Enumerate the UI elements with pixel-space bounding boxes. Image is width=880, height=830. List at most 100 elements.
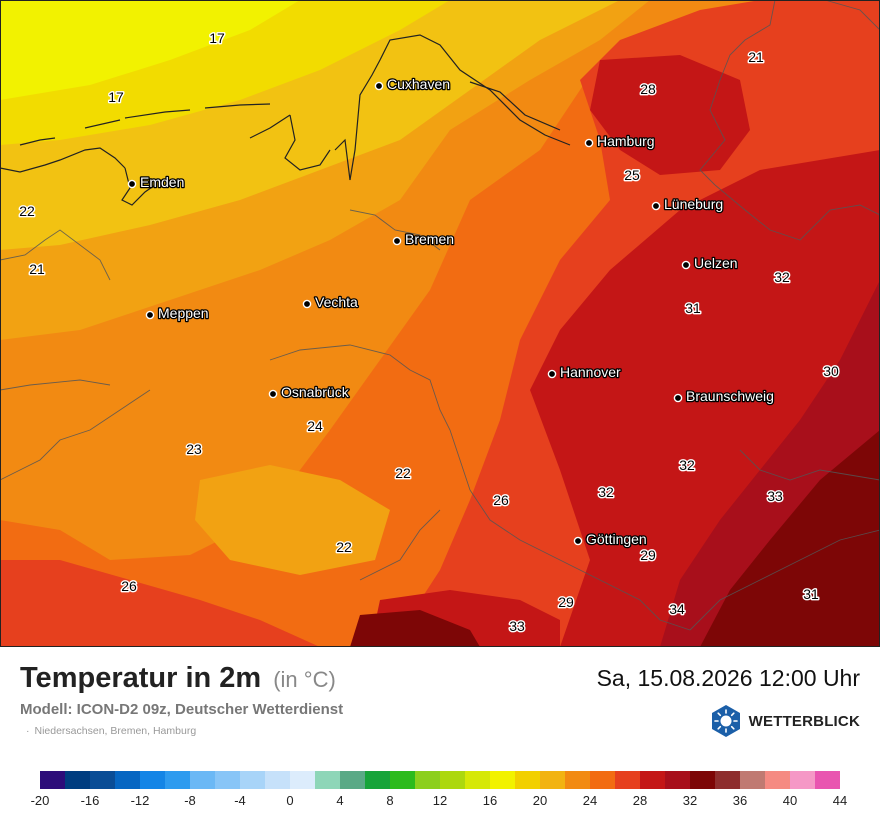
temp-label: 29: [640, 547, 656, 563]
legend-swatch: [165, 771, 190, 789]
legend-label: 32: [682, 793, 698, 808]
city-label-hannover: Hannover: [560, 364, 621, 380]
temp-label: 28: [640, 81, 656, 97]
city-meppen: Meppen: [145, 304, 210, 322]
forecast-datetime: Sa, 15.08.2026 12:00 Uhr: [596, 665, 860, 691]
legend-swatch: [615, 771, 640, 789]
legend-swatch: [40, 771, 65, 789]
temp-band-17: [0, 0, 300, 100]
legend-swatch: [240, 771, 265, 789]
legend-swatch: [90, 771, 115, 789]
temp-label: 24: [307, 418, 323, 434]
legend-label: -16: [80, 793, 100, 808]
temp-label: 33: [509, 618, 525, 634]
city-label-bremen: Bremen: [405, 231, 454, 247]
temp-band-34: [700, 430, 880, 647]
legend-swatch: [540, 771, 565, 789]
city-label-uelzen: Uelzen: [694, 255, 738, 271]
coastline: [0, 34, 571, 206]
temp-label: 22: [336, 539, 352, 555]
brand-name: WETTERBLICK: [748, 712, 860, 730]
temp-label: 34: [669, 601, 685, 617]
legend-label: 40: [782, 793, 798, 808]
legend-swatch: [415, 771, 440, 789]
city-label-cuxhaven: Cuxhaven: [387, 76, 450, 92]
temp-band-22-south: [195, 465, 390, 575]
city-uelzen: Uelzen: [681, 254, 739, 272]
temp-label: 31: [803, 586, 819, 602]
city-label-meppen: Meppen: [158, 305, 209, 321]
city-label-goettingen: Göttingen: [586, 531, 647, 547]
legend-swatch: [365, 771, 390, 789]
city-label-braunschweig: Braunschweig: [686, 388, 774, 404]
legend-swatch: [815, 771, 840, 789]
city-emden: Emden: [127, 173, 186, 191]
city-label-hamburg: Hamburg: [597, 133, 655, 149]
legend-labels: -20 -16 -12 -8 -4 0 4 8 12 16 20 24 28 32 36 40 44: [31, 793, 848, 811]
page-title: Temperatur in 2m (in °C): [20, 662, 336, 695]
legend-swatch: [115, 771, 140, 789]
legend-swatch: [665, 771, 690, 789]
temp-label: 17: [209, 30, 225, 46]
legend-swatch: [190, 771, 215, 789]
temp-band-30-north: [590, 55, 750, 175]
legend-label: 8: [386, 793, 394, 808]
temp-label: 32: [598, 484, 614, 500]
legend-label: 20: [532, 793, 548, 808]
temp-label: 23: [186, 441, 202, 457]
legend-label: 0: [286, 793, 294, 808]
city-hannover: Hannover: [547, 363, 622, 381]
legend-swatch: [390, 771, 415, 789]
legend-swatch: [765, 771, 790, 789]
temp-label: 30: [823, 363, 839, 379]
temp-band-34-south: [350, 610, 480, 647]
city-goettingen: Göttingen: [573, 530, 648, 548]
legend-swatch: [440, 771, 465, 789]
legend-label: 4: [336, 793, 344, 808]
city-vechta: Vechta: [302, 293, 359, 311]
brand-logo: WETTERBLICK: [709, 704, 860, 738]
state-borders: [0, 0, 880, 631]
region-info: · Niedersachsen, Bremen, Hamburg: [26, 725, 196, 737]
temp-label: 25: [624, 167, 640, 183]
city-label-emden: Emden: [140, 174, 184, 190]
temp-label: 32: [679, 457, 695, 473]
legend-swatch: [465, 771, 490, 789]
city-markers: Cuxhaven Hamburg Emden Lüneburg Bremen U…: [127, 75, 775, 548]
legend-label: 12: [432, 793, 448, 808]
legend-swatch: [315, 771, 340, 789]
legend-swatch: [65, 771, 90, 789]
temp-label: 21: [29, 261, 45, 277]
legend-label: 36: [732, 793, 748, 808]
legend-label: -12: [130, 793, 150, 808]
temp-band-28-sw: [0, 560, 320, 647]
city-label-vechta: Vechta: [315, 294, 358, 310]
legend-swatch: [740, 771, 765, 789]
temp-label: 33: [767, 488, 783, 504]
region-text: Niedersachsen, Bremen, Hamburg: [34, 725, 197, 737]
legend-swatch: [715, 771, 740, 789]
legend-swatch: [590, 771, 615, 789]
temperature-labels: 17 17 21 28 25 22 21 32 31 30 24 23 22 3…: [18, 29, 841, 636]
legend-label: 28: [632, 793, 648, 808]
city-cuxhaven: Cuxhaven: [374, 75, 451, 93]
model-info: Modell: ICON-D2 09z, Deutscher Wetterdie…: [20, 701, 344, 718]
city-label-osnabrueck: Osnabrück: [281, 384, 350, 400]
legend-label: 44: [832, 793, 848, 808]
map-footer: Temperatur in 2m (in °C) Modell: ICON-D2 …: [0, 647, 880, 830]
legend-swatch: [640, 771, 665, 789]
temp-label: 22: [395, 465, 411, 481]
legend-swatch: [265, 771, 290, 789]
legend-label: -4: [234, 793, 246, 808]
legend-swatch: [215, 771, 240, 789]
city-label-lueneburg: Lüneburg: [664, 196, 723, 212]
city-lueneburg: Lüneburg: [651, 195, 724, 213]
temp-label: 32: [774, 269, 790, 285]
legend-swatch: [140, 771, 165, 789]
city-braunschweig: Braunschweig: [673, 387, 775, 405]
temp-label: 29: [558, 594, 574, 610]
city-bremen: Bremen: [392, 230, 455, 248]
temperature-map: Cuxhaven Hamburg Emden Lüneburg Bremen U…: [0, 0, 880, 647]
bullet-icon: ·: [26, 725, 30, 737]
unit-text: (in °C): [273, 667, 336, 692]
